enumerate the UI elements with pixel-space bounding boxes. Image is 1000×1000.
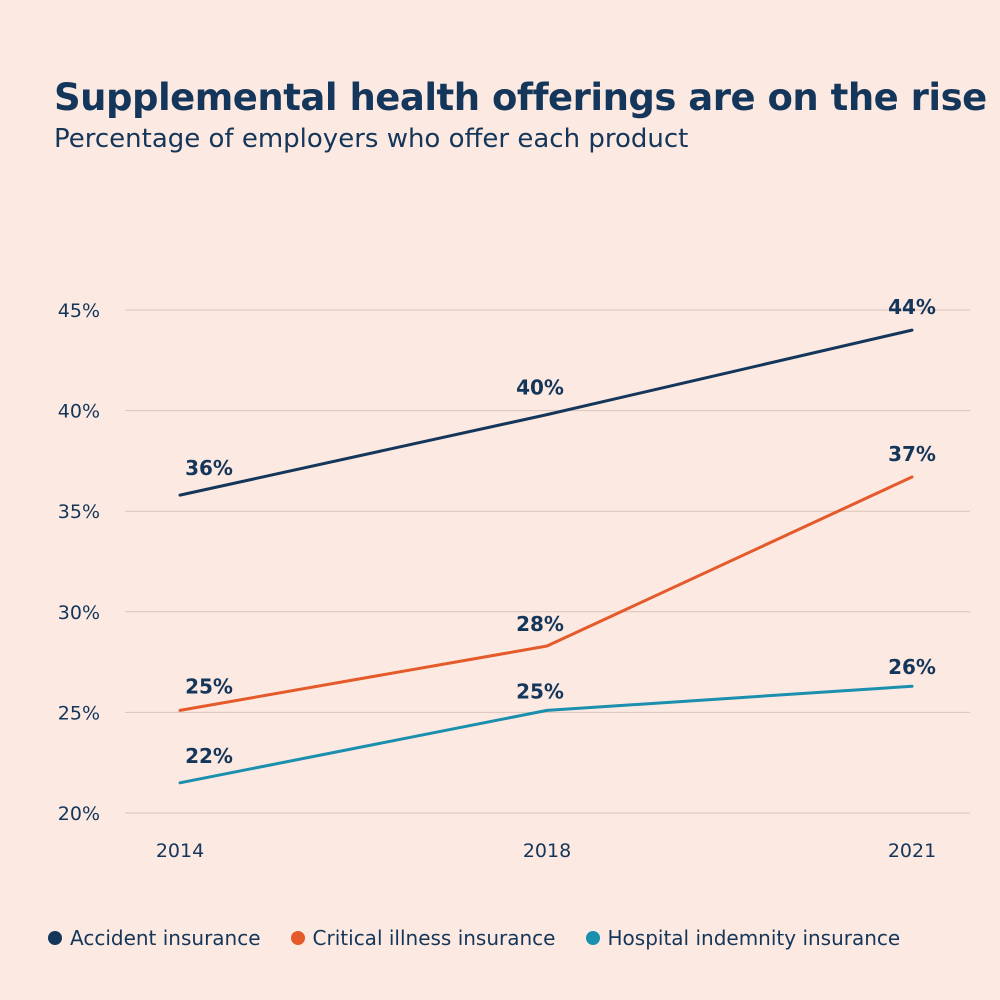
legend-item: Critical illness insurance	[290, 926, 556, 950]
x-tick-label: 2018	[523, 840, 571, 862]
legend: Accident insurance Critical illness insur…	[48, 926, 900, 950]
legend-swatch	[290, 931, 305, 945]
data-label: 25%	[185, 674, 233, 698]
legend-swatch	[585, 931, 600, 945]
data-label: 22%	[185, 744, 233, 768]
y-tick-label: 30%	[58, 602, 100, 624]
data-label: 37%	[888, 442, 936, 466]
legend-label: Hospital indemnity insurance	[607, 926, 901, 950]
legend-item: Accident insurance	[48, 926, 261, 950]
chart-title: Supplemental health offerings are on the…	[54, 76, 987, 119]
x-tick-label: 2014	[156, 840, 204, 862]
y-tick-label: 45%	[58, 300, 100, 322]
data-label: 26%	[888, 655, 936, 679]
data-label: 25%	[516, 679, 564, 703]
series-lines	[178, 328, 914, 785]
series-line-2	[178, 684, 914, 785]
data-labels: 36% 40% 44% 25% 28% 37% 22% 25% 26%	[185, 295, 936, 768]
data-label: 28%	[516, 612, 564, 636]
series-line-1	[178, 475, 914, 712]
legend-label: Critical illness insurance	[312, 926, 556, 950]
line-chart: 20% 25% 30% 35% 40% 45% 2014 2018 2021 36% 40% 44…	[58, 295, 970, 862]
y-axis-tick-labels: 20% 25% 30% 35% 40% 45%	[58, 300, 100, 825]
y-tick-label: 35%	[58, 501, 100, 523]
data-label: 40%	[516, 376, 564, 400]
data-label: 36%	[185, 456, 233, 480]
chart-subtitle: Percentage of employers who offer each p…	[54, 124, 689, 154]
legend-item: Hospital indemnity insurance	[585, 926, 901, 950]
series-line-0	[178, 328, 914, 497]
gridlines	[125, 309, 970, 814]
x-axis-tick-labels: 2014 2018 2021	[156, 840, 936, 862]
legend-swatch	[48, 931, 62, 945]
y-tick-label: 25%	[58, 702, 100, 724]
y-tick-label: 40%	[58, 401, 100, 423]
y-tick-label: 20%	[58, 803, 100, 825]
data-label: 44%	[888, 295, 936, 319]
legend-label: Accident insurance	[70, 926, 261, 950]
x-tick-label: 2021	[888, 840, 936, 862]
